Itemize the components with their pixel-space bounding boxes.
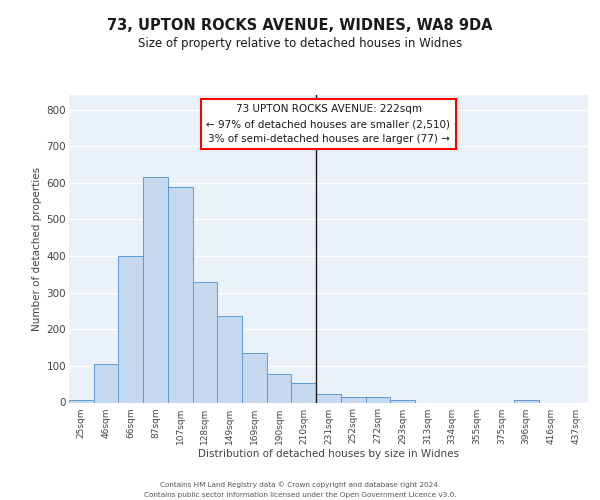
X-axis label: Distribution of detached houses by size in Widnes: Distribution of detached houses by size … <box>198 450 459 460</box>
Bar <box>267 374 292 402</box>
Bar <box>143 178 168 402</box>
Bar <box>292 384 316 402</box>
Bar <box>94 364 118 403</box>
Bar <box>341 398 365 402</box>
Bar <box>365 397 390 402</box>
Bar <box>193 282 217 403</box>
Bar <box>514 400 539 402</box>
Bar <box>168 186 193 402</box>
Bar <box>69 400 94 402</box>
Y-axis label: Number of detached properties: Number of detached properties <box>32 166 43 331</box>
Bar <box>242 353 267 403</box>
Bar <box>390 400 415 402</box>
Text: Contains HM Land Registry data © Crown copyright and database right 2024.
Contai: Contains HM Land Registry data © Crown c… <box>144 482 456 498</box>
Text: Size of property relative to detached houses in Widnes: Size of property relative to detached ho… <box>138 38 462 51</box>
Bar <box>217 316 242 402</box>
Text: 73, UPTON ROCKS AVENUE, WIDNES, WA8 9DA: 73, UPTON ROCKS AVENUE, WIDNES, WA8 9DA <box>107 18 493 32</box>
Bar <box>118 256 143 402</box>
Bar <box>316 394 341 402</box>
Text: 73 UPTON ROCKS AVENUE: 222sqm
← 97% of detached houses are smaller (2,510)
3% of: 73 UPTON ROCKS AVENUE: 222sqm ← 97% of d… <box>206 104 451 144</box>
